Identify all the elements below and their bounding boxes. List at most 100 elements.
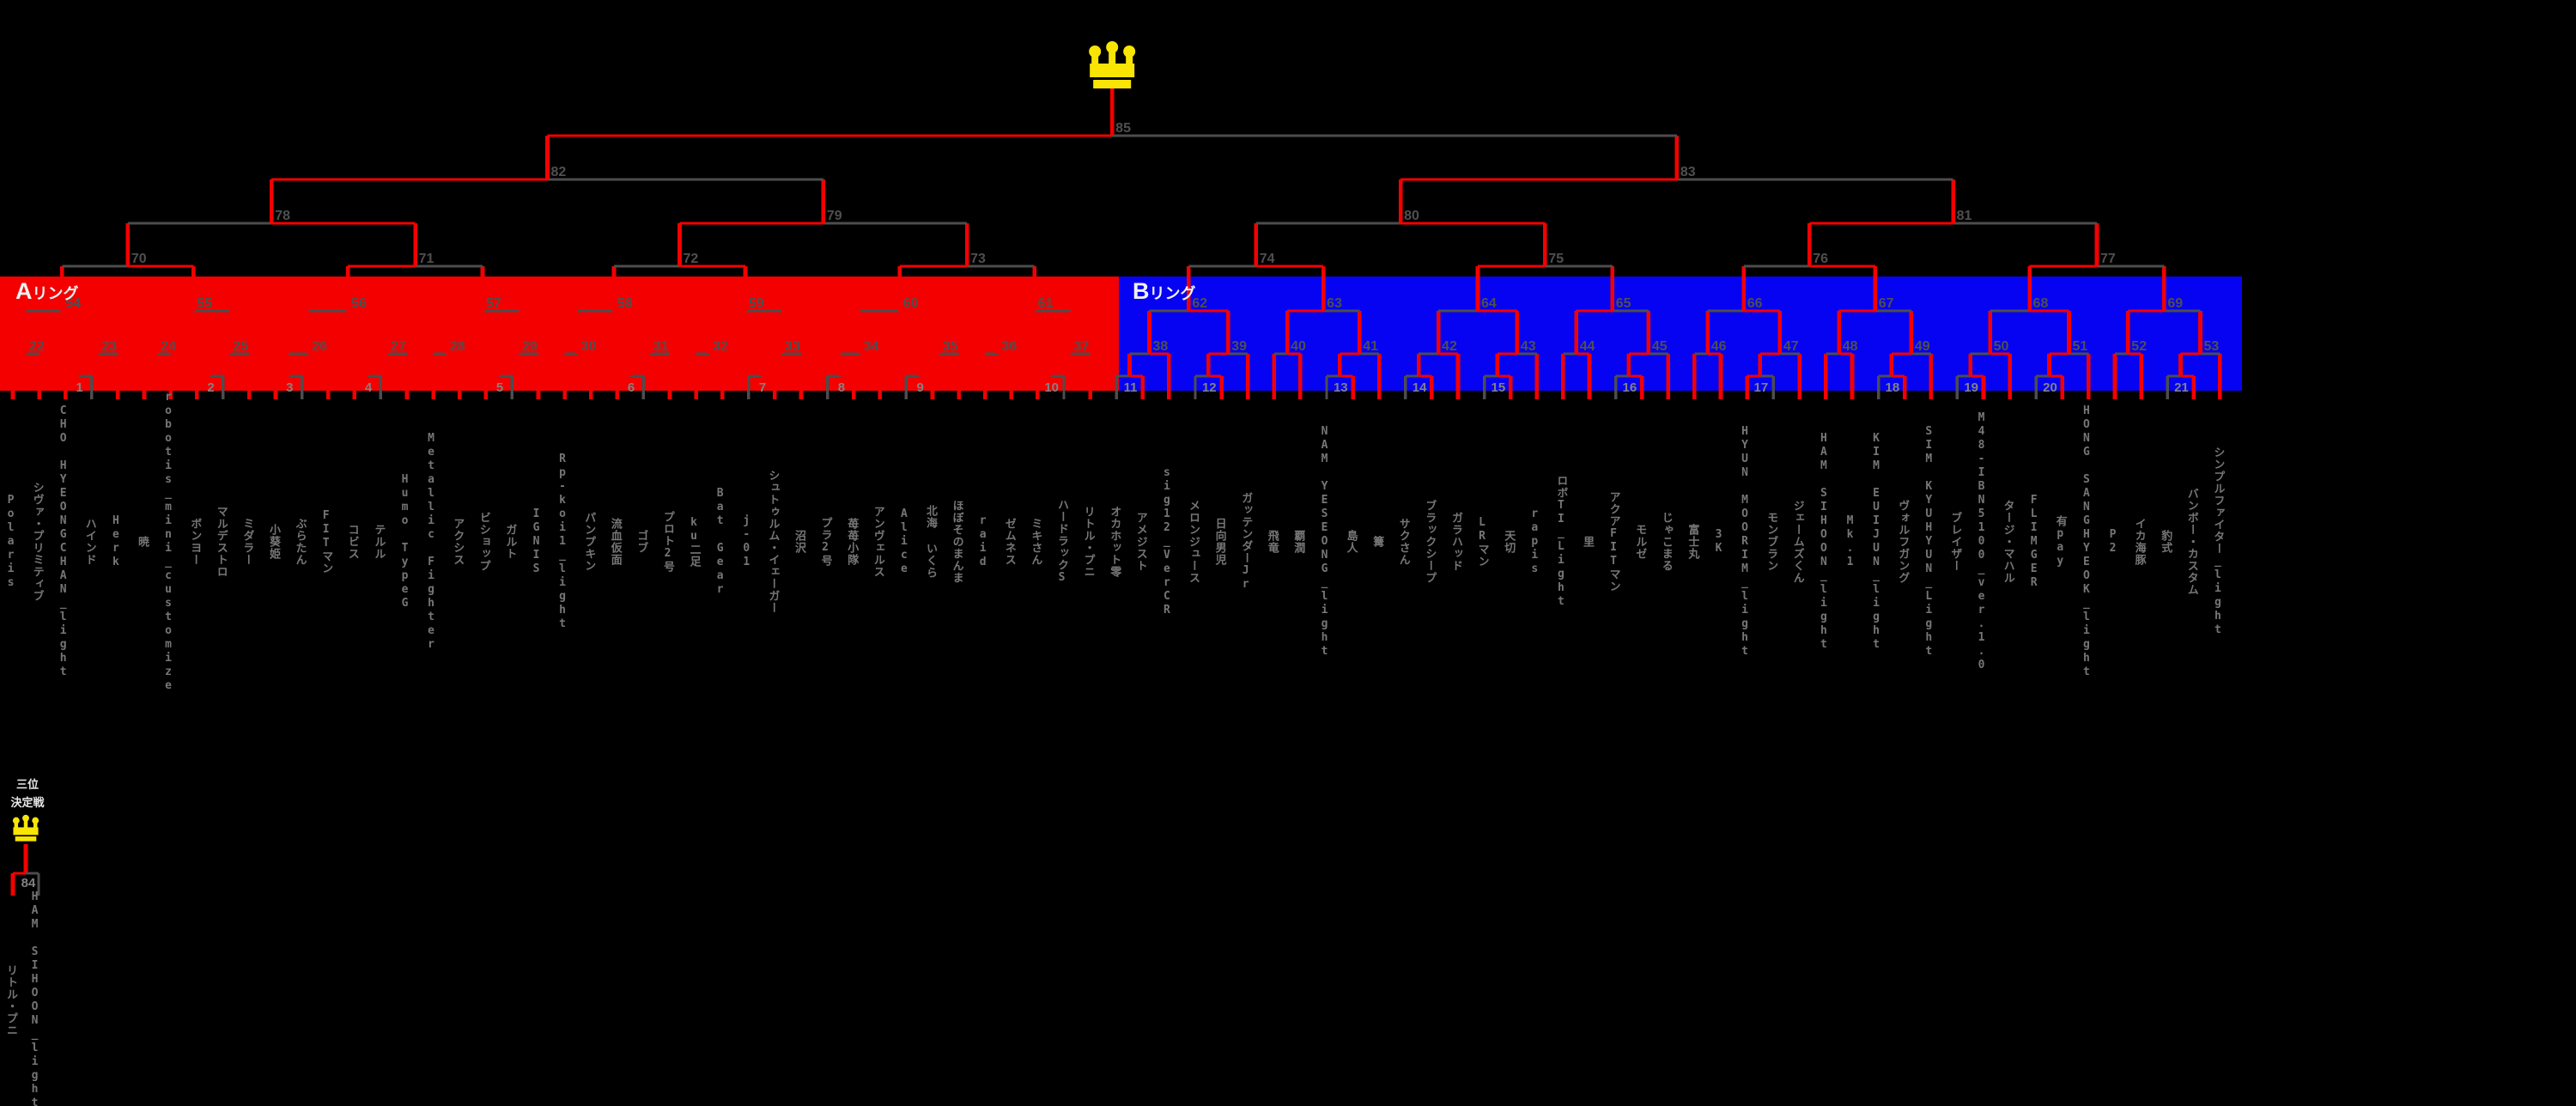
entrant-name: ハインド — [82, 518, 96, 566]
playin-match-number: 10 — [1044, 380, 1059, 395]
match-number-label: 71 — [419, 252, 434, 266]
match-number-label: 51 — [2072, 339, 2087, 354]
entrant-name: LRマン — [1475, 516, 1489, 568]
entrant-name: モンブラン — [1765, 512, 1778, 572]
playin-match-number: 2 — [207, 380, 214, 395]
crown-icon-part — [33, 820, 38, 830]
playin-match-number: 9 — [917, 380, 924, 395]
match-number-label: 37 — [1074, 339, 1090, 354]
entrant-name: Alice — [897, 507, 911, 576]
entrant-name: タージ・マハル — [2001, 500, 2014, 584]
entrant-name: 覇潤 — [1291, 530, 1305, 554]
match-number-label: 65 — [1616, 296, 1631, 311]
entrant-name: FLIMGER — [2027, 494, 2041, 590]
match-number-label: 29 — [522, 339, 538, 354]
match-number-label: 49 — [1915, 339, 1930, 354]
match-number-label: 35 — [943, 339, 958, 354]
entrant-name: モルゼ — [1633, 524, 1647, 560]
entrant-name: j-01 — [739, 514, 753, 569]
match-number-label: 50 — [1994, 339, 2009, 354]
entrant-name: CHO HYEONGCHAN_light — [57, 404, 70, 679]
entrant-name: シュトゥルム・イェーガー — [766, 470, 780, 614]
match-number-label: 76 — [1813, 252, 1828, 266]
match-number-label: 54 — [65, 296, 81, 311]
match-number-label: 57 — [486, 296, 501, 311]
match-number-label: 69 — [2167, 296, 2183, 311]
entrant-name: リトル・プニ — [1081, 506, 1095, 578]
match-number-label: 61 — [1038, 296, 1054, 311]
entrant-name: HONG SANGHYEOK_light — [2080, 404, 2093, 679]
playin-match-number: 15 — [1492, 380, 1506, 395]
match-number-label: 39 — [1231, 339, 1247, 354]
match-number-label: 77 — [2100, 252, 2116, 266]
match-number-label: 43 — [1521, 339, 1536, 354]
match-number-label: 85 — [1115, 121, 1131, 136]
entrant-name: ミキさん — [1029, 518, 1042, 566]
playin-match-number: 4 — [365, 380, 373, 395]
entrant-name: テルル — [372, 524, 386, 560]
entrant-name: 篝 — [1370, 536, 1384, 548]
entrant-name: 苺苺小隊 — [845, 518, 859, 566]
match-number-label: 74 — [1260, 252, 1275, 266]
entrant-name: プロト2号 — [661, 511, 674, 573]
ring-a-suffix: リング — [32, 285, 79, 302]
match-number-label: 26 — [312, 339, 327, 354]
playin-match-number: 3 — [286, 380, 293, 395]
match-number-label: 45 — [1652, 339, 1668, 354]
entrant-name: 飛竜 — [1265, 530, 1279, 554]
entrant-name: アクシス — [451, 518, 465, 566]
crown-icon-part — [1126, 52, 1133, 67]
entrant-name: FITマン — [319, 509, 333, 574]
third-place-title: 三位 決定戦 — [3, 775, 52, 811]
entrant-name: ハードラックS — [1055, 499, 1068, 585]
entrant-name: Mk.1 — [1844, 514, 1856, 569]
match-number-label: 40 — [1291, 339, 1306, 354]
entrant-name: sig12_VerCR — [1160, 466, 1174, 617]
match-number-label: 56 — [351, 296, 367, 311]
entrant-name: 沼沢 — [793, 530, 805, 554]
entrant-name: Polaris — [4, 494, 17, 590]
entrant-name: HAM SIHOON_light — [1817, 432, 1831, 652]
third-place-title-line2: 決定戦 — [10, 796, 45, 809]
match-number-label: 34 — [864, 339, 879, 354]
third-place-title-line1: 三位 — [15, 778, 39, 791]
entrant-name: ガルト — [503, 524, 517, 560]
ring-b-label: Bリング — [1133, 278, 1196, 305]
match-number-label: 75 — [1548, 252, 1564, 266]
match-number-label: 52 — [2131, 339, 2147, 354]
match-number-label: 25 — [233, 339, 248, 354]
match-number-label: 23 — [101, 339, 117, 354]
match-number-label: 47 — [1783, 339, 1799, 354]
entrant-name: 富士丸 — [1686, 524, 1699, 560]
match-number-label: 82 — [551, 165, 567, 179]
entrant-name: KIM EUIJUN_light — [1869, 432, 1883, 652]
match-number-label: 83 — [1680, 165, 1696, 179]
entrant-name: ブレイザー — [1948, 512, 1962, 572]
entrant-name: 天切 — [1502, 530, 1516, 554]
match-number-label: 66 — [1747, 296, 1763, 311]
ring-b-suffix: リング — [1149, 285, 1196, 302]
entrant-name: サクさん — [1396, 518, 1410, 566]
match-number-label: 42 — [1442, 339, 1457, 354]
playin-match-number: 11 — [1124, 380, 1138, 395]
crown-icon-part — [13, 827, 39, 836]
crown-icon-part — [23, 817, 28, 830]
match-number-label: 79 — [827, 209, 842, 223]
playin-match-number: 14 — [1413, 380, 1427, 395]
crown-icon-part — [15, 836, 37, 842]
crown-icon-part — [1093, 80, 1132, 88]
entrant-name: アクアFITマン — [1607, 491, 1620, 592]
crown-icon-part — [1091, 52, 1099, 67]
playin-match-number: 7 — [759, 380, 766, 395]
entrant-name: アメジスト — [1133, 512, 1147, 572]
entrant-name: ロボTI_Light — [1554, 475, 1568, 609]
entrant-name: パンプキン — [582, 512, 596, 572]
third-place-crown-icon — [12, 814, 39, 842]
playin-match-number: 17 — [1754, 380, 1769, 395]
match-number-label: 53 — [2203, 339, 2219, 354]
match-number-label: 27 — [391, 339, 406, 354]
entrant-name: ガラハッド — [1449, 512, 1462, 572]
match-number-label: 33 — [785, 339, 800, 354]
